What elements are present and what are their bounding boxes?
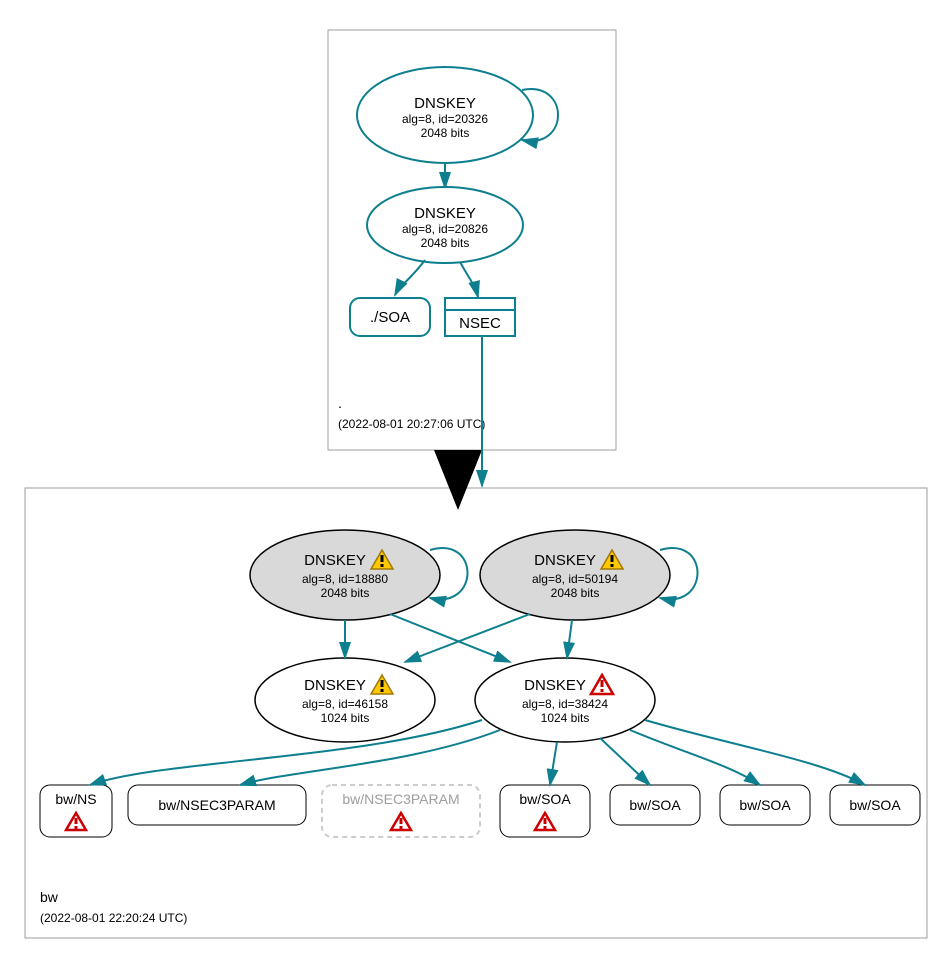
node-root-soa-title: ./SOA (370, 309, 410, 326)
node-bw-zsk2: DNSKEY alg=8, id=38424 1024 bits (475, 658, 655, 742)
node-bw-ksk1-title: DNSKEY (304, 552, 366, 569)
node-bw-ns-title: bw/NS (55, 791, 96, 807)
node-bw-ksk2-line2: alg=8, id=50194 (532, 572, 618, 586)
node-bw-n3p1: bw/NSEC3PARAM (128, 785, 306, 825)
node-root-nsec-title: NSEC (459, 315, 501, 332)
edge-bw-ksk1-zsk2 (390, 614, 510, 662)
node-bw-soa3-title: bw/SOA (739, 797, 791, 813)
node-root-zsk-title: DNSKEY (414, 205, 476, 222)
edge-bw-zsk2-soa4 (645, 720, 865, 785)
node-bw-zsk1-title: DNSKEY (304, 677, 366, 694)
node-bw-zsk1-line3: 1024 bits (321, 711, 370, 725)
edge-bw-zsk2-soa2 (600, 738, 650, 785)
edge-bw-zsk2-soa3 (630, 730, 760, 785)
zone-bw-time: (2022-08-01 22:20:24 UTC) (40, 911, 187, 925)
node-root-zsk: DNSKEY alg=8, id=20826 2048 bits (367, 187, 523, 263)
node-bw-soa1: bw/SOA (500, 785, 590, 837)
node-bw-soa4: bw/SOA (830, 785, 920, 825)
node-bw-n3p2-title: bw/NSEC3PARAM (342, 791, 459, 807)
edge-bw-zsk2-soa1 (550, 742, 557, 785)
node-bw-n3p2: bw/NSEC3PARAM (322, 785, 480, 837)
zone-root-time: (2022-08-01 20:27:06 UTC) (338, 417, 485, 431)
edge-root-zsk-soa (395, 260, 425, 295)
edge-bw-ksk2-zsk1 (405, 614, 530, 662)
node-bw-ksk2-title: DNSKEY (534, 552, 596, 569)
edge-bw-ksk2-zsk2 (567, 620, 572, 658)
node-bw-ksk1: DNSKEY alg=8, id=18880 2048 bits (250, 530, 440, 620)
node-root-ksk-title: DNSKEY (414, 95, 476, 112)
node-bw-soa1-title: bw/SOA (519, 791, 571, 807)
node-bw-ns: bw/NS (40, 785, 112, 837)
node-bw-ksk2-line3: 2048 bits (551, 586, 600, 600)
node-root-soa: ./SOA (350, 298, 430, 336)
node-root-nsec: NSEC (445, 298, 515, 336)
node-root-ksk-line2: alg=8, id=20326 (402, 112, 488, 126)
node-root-ksk: DNSKEY alg=8, id=20326 2048 bits (357, 67, 533, 163)
zone-bw-box (25, 488, 927, 938)
node-root-ksk-line3: 2048 bits (421, 126, 470, 140)
node-bw-soa2-title: bw/SOA (629, 797, 681, 813)
node-bw-ksk2: DNSKEY alg=8, id=50194 2048 bits (480, 530, 670, 620)
node-bw-zsk2-line3: 1024 bits (541, 711, 590, 725)
node-bw-zsk1: DNSKEY alg=8, id=46158 1024 bits (255, 658, 435, 742)
node-bw-zsk2-title: DNSKEY (524, 677, 586, 694)
node-bw-soa3: bw/SOA (720, 785, 810, 825)
node-bw-zsk1-line2: alg=8, id=46158 (302, 697, 388, 711)
node-root-zsk-line3: 2048 bits (421, 236, 470, 250)
node-bw-ksk1-line3: 2048 bits (321, 586, 370, 600)
node-root-zsk-line2: alg=8, id=20826 (402, 222, 488, 236)
node-bw-soa2: bw/SOA (610, 785, 700, 825)
node-bw-soa4-title: bw/SOA (849, 797, 901, 813)
edge-root-zsk-nsec (460, 262, 478, 297)
zone-root-label: . (338, 395, 342, 411)
node-bw-n3p1-title: bw/NSEC3PARAM (158, 797, 275, 813)
zone-bw-label: bw (40, 889, 59, 905)
node-bw-zsk2-line2: alg=8, id=38424 (522, 697, 608, 711)
node-bw-ksk1-line2: alg=8, id=18880 (302, 572, 388, 586)
